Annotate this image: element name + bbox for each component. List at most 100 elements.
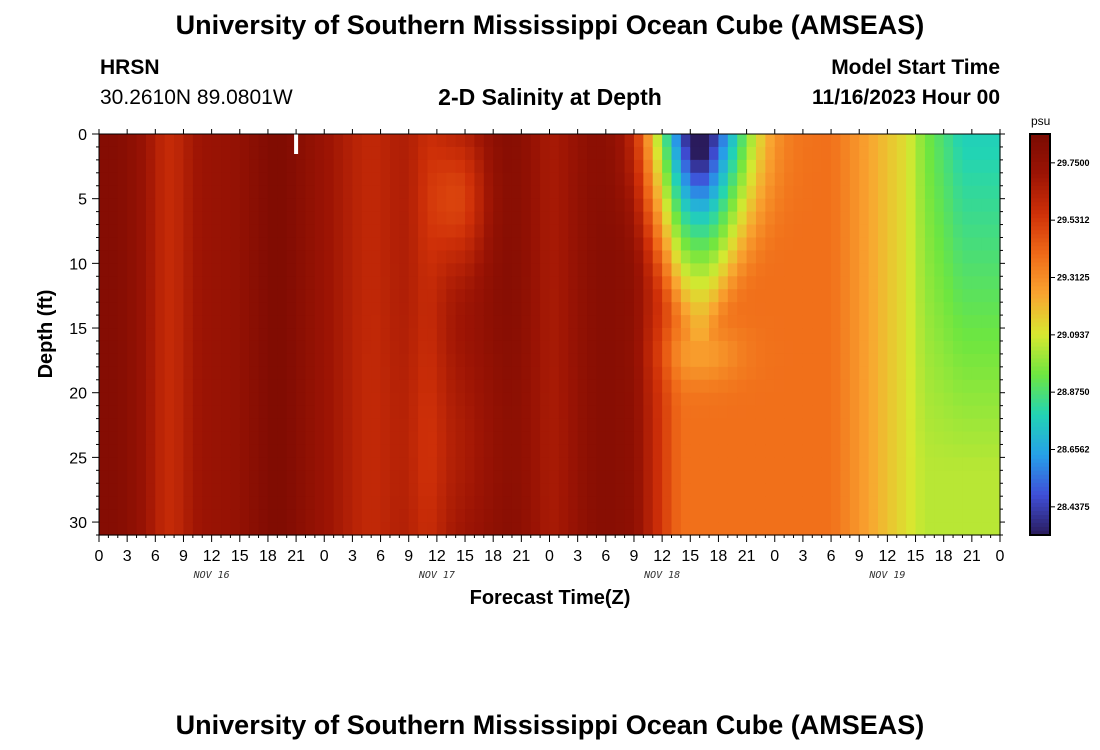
heatmap-cell xyxy=(718,328,729,342)
heatmap-cell xyxy=(793,146,804,161)
heatmap-cell xyxy=(399,366,410,381)
heatmap-cell xyxy=(587,198,598,213)
heatmap-cell xyxy=(615,366,626,381)
heatmap-cell xyxy=(558,263,569,277)
heatmap-cell xyxy=(915,522,926,536)
heatmap-cell xyxy=(333,483,344,497)
heatmap-cell xyxy=(802,340,813,355)
heatmap-cell xyxy=(981,185,992,200)
heatmap-cell xyxy=(221,146,231,161)
heatmap-cell xyxy=(305,289,316,303)
colorbar-segment xyxy=(1030,346,1050,352)
heatmap-cell xyxy=(896,509,907,523)
heatmap-cell xyxy=(418,431,429,446)
heatmap-cell xyxy=(765,328,776,342)
heatmap-cell xyxy=(465,328,476,342)
heatmap-cell xyxy=(915,159,926,174)
heatmap-cell xyxy=(418,470,429,484)
heatmap-cell xyxy=(371,444,382,458)
heatmap-cell xyxy=(624,302,635,316)
heatmap-cell xyxy=(558,353,569,368)
heatmap-cell xyxy=(643,509,654,523)
heatmap-cell xyxy=(324,224,335,239)
heatmap-cell xyxy=(361,366,372,381)
heatmap-cell xyxy=(183,146,194,161)
heatmap-cell xyxy=(108,392,119,407)
heatmap-cell xyxy=(521,328,532,342)
heatmap-cell xyxy=(155,509,166,523)
heatmap-cell xyxy=(164,302,175,316)
heatmap-cell xyxy=(155,366,166,381)
heatmap-cell xyxy=(192,211,203,226)
heatmap-cell xyxy=(296,392,307,407)
heatmap-cell xyxy=(174,457,185,471)
heatmap-cell xyxy=(896,353,907,368)
heatmap-cell xyxy=(943,405,954,420)
heatmap-cell xyxy=(249,302,260,316)
heatmap-cell xyxy=(812,392,823,407)
heatmap-cell xyxy=(887,146,898,161)
heatmap-cell xyxy=(549,353,560,368)
heatmap-cell xyxy=(671,315,682,329)
heatmap-cell xyxy=(746,418,757,433)
heatmap-cell xyxy=(389,496,400,510)
heatmap-cell xyxy=(568,444,579,458)
heatmap-cell xyxy=(239,146,250,161)
heatmap-cell xyxy=(502,379,513,394)
heatmap-cell xyxy=(483,353,494,368)
heatmap-cell xyxy=(990,263,1001,277)
heatmap-cell xyxy=(587,353,598,368)
heatmap-cell xyxy=(558,470,569,484)
heatmap-cell xyxy=(427,353,438,368)
x-tick-label: 6 xyxy=(376,548,385,565)
heatmap-cell xyxy=(408,211,419,226)
heatmap-cell xyxy=(784,237,795,252)
heatmap-cell xyxy=(333,211,344,226)
heatmap-cell xyxy=(493,392,504,407)
heatmap-cell xyxy=(596,470,607,484)
heatmap-cell xyxy=(127,146,138,161)
heatmap-cell xyxy=(746,328,757,342)
heatmap-cell xyxy=(971,353,982,368)
heatmap-cell xyxy=(511,522,522,536)
heatmap-cell xyxy=(380,470,391,484)
heatmap-cell xyxy=(530,250,541,264)
heatmap-cell xyxy=(277,237,288,252)
heatmap-cell xyxy=(915,366,926,381)
heatmap-cell xyxy=(971,315,982,329)
heatmap-cell xyxy=(183,496,194,510)
heatmap-cell xyxy=(868,198,879,213)
heatmap-cell xyxy=(258,470,269,484)
heatmap-cell xyxy=(221,211,231,226)
heatmap-cell xyxy=(286,496,297,510)
colorbar-segment xyxy=(1030,418,1050,424)
colorbar-segment xyxy=(1030,242,1050,247)
heatmap-cell xyxy=(314,250,325,264)
heatmap-cell xyxy=(558,315,569,329)
heatmap-cell xyxy=(662,379,673,394)
heatmap-cell xyxy=(99,146,109,161)
heatmap-cell xyxy=(371,366,382,381)
heatmap-cell xyxy=(99,276,109,290)
heatmap-cell xyxy=(155,276,166,290)
heatmap-cell xyxy=(727,470,738,484)
heatmap-cell xyxy=(802,496,813,510)
heatmap-cell xyxy=(643,146,654,161)
heatmap-cell xyxy=(221,444,231,458)
heatmap-cell xyxy=(540,353,551,368)
heatmap-cell xyxy=(483,146,494,161)
colorbar-segment xyxy=(1030,306,1050,312)
heatmap-cell xyxy=(521,250,532,264)
heatmap-cell xyxy=(352,522,363,536)
heatmap-cell xyxy=(258,172,269,187)
heatmap-cell xyxy=(361,483,372,497)
heatmap-cell xyxy=(540,198,551,213)
heatmap-cell xyxy=(821,470,832,484)
heatmap-cell xyxy=(324,172,335,187)
heatmap-cell xyxy=(859,483,870,497)
heatmap-cell xyxy=(511,431,522,446)
heatmap-cell xyxy=(389,328,400,342)
heatmap-cell xyxy=(389,340,400,355)
heatmap-cell xyxy=(971,405,982,420)
heatmap-cell xyxy=(530,185,541,200)
